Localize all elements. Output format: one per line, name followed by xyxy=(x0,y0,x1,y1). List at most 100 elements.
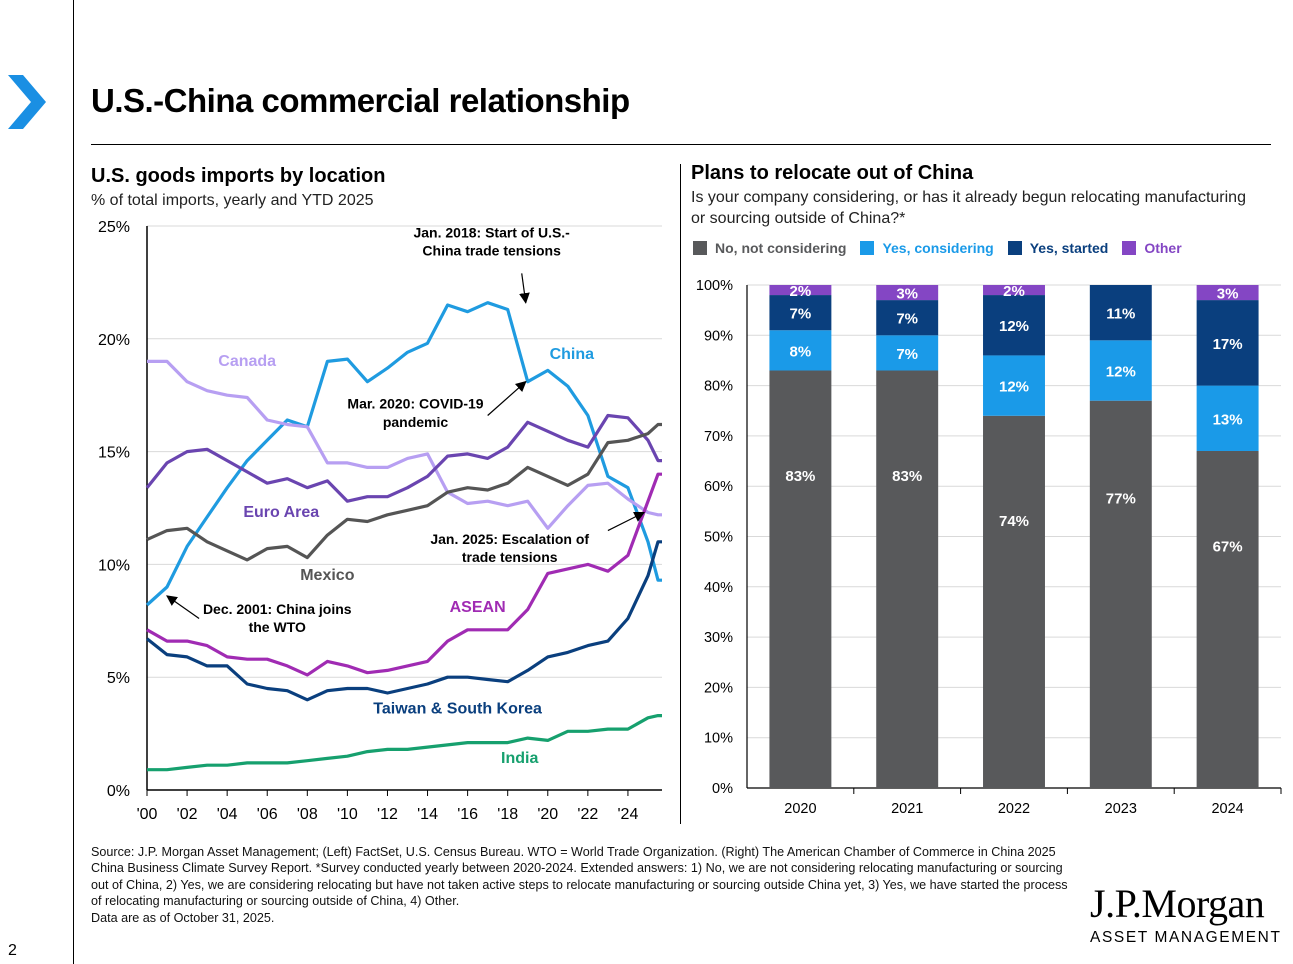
y-tick-label: 10% xyxy=(98,557,130,574)
y-tick-label: 80% xyxy=(704,379,733,395)
bar-segment xyxy=(983,285,1045,296)
data-label: 17% xyxy=(1213,336,1243,353)
page-number: 2 xyxy=(8,942,17,959)
bar-segment xyxy=(1089,285,1152,341)
x-tick-label: '24 xyxy=(618,806,639,823)
x-tick-label: '06 xyxy=(257,806,278,823)
logo-wordmark: J.P.Morgan xyxy=(1090,881,1265,926)
y-tick-label: 20% xyxy=(98,332,130,349)
y-tick-label: 90% xyxy=(704,328,733,344)
bar-segment xyxy=(876,335,939,371)
data-label: 83% xyxy=(892,468,922,485)
data-label: 83% xyxy=(785,468,815,485)
bar-segment xyxy=(1196,300,1259,386)
annotation-arrow xyxy=(166,595,200,620)
data-label: 67% xyxy=(1213,538,1243,555)
series-line xyxy=(147,359,662,530)
series-label: Euro Area xyxy=(243,504,319,521)
series-line xyxy=(145,301,662,607)
series-line xyxy=(145,413,662,503)
series-label: Canada xyxy=(218,353,276,370)
data-label: 2% xyxy=(1003,283,1025,300)
x-tick-label: '02 xyxy=(177,806,198,823)
x-tick-label: '18 xyxy=(497,806,518,823)
left-chart-title: U.S. goods imports by location xyxy=(91,165,386,187)
right-chart-subtitle: Is your company considering, or has it a… xyxy=(691,189,1246,227)
x-tick-label: 2024 xyxy=(1211,801,1243,817)
legend-label: Yes, started xyxy=(1029,240,1109,256)
x-tick-label: '08 xyxy=(297,806,318,823)
bar-segment xyxy=(769,295,832,331)
right-chart-title: Plans to relocate out of China xyxy=(691,162,974,184)
bar-segment xyxy=(1196,385,1259,451)
data-label: 77% xyxy=(1106,491,1136,508)
annotation-arrow xyxy=(607,511,646,532)
bar-segment xyxy=(769,285,832,296)
series-line xyxy=(146,540,662,702)
y-tick-label: 15% xyxy=(98,445,130,462)
y-tick-label: 0% xyxy=(107,783,130,800)
x-tick-label: 2020 xyxy=(784,801,816,817)
data-label: 8% xyxy=(790,343,812,360)
legend-label: No, not considering xyxy=(715,240,847,256)
data-label: 74% xyxy=(999,513,1029,530)
source-text: Source: J.P. Morgan Asset Management; (L… xyxy=(91,845,1068,909)
data-label: 7% xyxy=(790,306,812,323)
annotation-text: trade tensions xyxy=(462,549,558,565)
bar-segment xyxy=(1089,340,1152,401)
chart-divider xyxy=(680,164,681,824)
data-label: 11% xyxy=(1106,306,1135,323)
title-divider xyxy=(91,144,1271,145)
y-tick-label: 20% xyxy=(704,680,733,696)
annotation-arrow xyxy=(519,273,530,304)
source-note: Source: J.P. Morgan Asset Management; (L… xyxy=(91,844,1071,926)
logo-subtitle: ASSET MANAGEMENT xyxy=(1090,929,1282,946)
x-tick-label: '00 xyxy=(137,806,158,823)
bar-chart: 0% 10% 20% 30% 40% 50% 60% 70% 80% 90% 100% 2020 83%… xyxy=(696,278,1282,817)
annotation-arrow xyxy=(487,380,527,416)
legend-swatch xyxy=(693,241,707,255)
y-tick-label: 10% xyxy=(704,731,733,747)
bar-segment xyxy=(876,285,939,301)
data-label: 13% xyxy=(1213,411,1243,428)
y-tick-label: 5% xyxy=(107,670,130,687)
series-line xyxy=(146,422,662,562)
legend-item: Yes, started xyxy=(1007,240,1109,256)
x-tick-label: '12 xyxy=(377,806,398,823)
bar-segment xyxy=(983,355,1045,416)
legend-item: Yes, considering xyxy=(860,240,994,256)
bar-segment xyxy=(1196,450,1259,788)
legend-swatch xyxy=(860,241,875,255)
series-label: China xyxy=(550,346,595,363)
line-chart: 0% 5% 10% 15% 20% 25% '00 '02 '04 '06 '08 '10 '12 '14… xyxy=(98,219,662,823)
y-tick-label: 30% xyxy=(704,630,733,646)
y-tick-label: 40% xyxy=(704,580,733,596)
x-tick-label: 2022 xyxy=(998,801,1030,817)
bar-segment xyxy=(1196,285,1259,301)
bar-segment xyxy=(983,295,1045,356)
bar-segment xyxy=(769,330,832,371)
bar-segment xyxy=(876,300,939,336)
annotation-text: China trade tensions xyxy=(422,242,561,258)
annotation-text: Jan. 2025: Escalation of xyxy=(430,531,589,547)
data-label: 7% xyxy=(896,346,918,363)
y-tick-label: 25% xyxy=(98,219,130,236)
x-tick-label: '16 xyxy=(457,806,478,823)
chevron-right-icon xyxy=(8,75,46,129)
right-chart-legend: No, not considering Yes, considering Yes… xyxy=(693,240,1182,256)
data-label: 12% xyxy=(1106,364,1136,381)
series-line xyxy=(147,713,662,772)
data-label: 3% xyxy=(1217,286,1239,303)
y-tick-label: 60% xyxy=(704,479,733,495)
annotation-text: Jan. 2018: Start of U.S.- xyxy=(413,224,570,240)
data-label: 2% xyxy=(790,283,812,300)
bar-segment xyxy=(1089,400,1152,788)
data-label: 12% xyxy=(999,379,1029,396)
x-tick-label: 2023 xyxy=(1105,801,1137,817)
bar-segment xyxy=(876,370,939,788)
series-label: ASEAN xyxy=(450,599,506,616)
x-tick-label: '04 xyxy=(217,806,238,823)
jpmorgan-logo: J.P.Morgan ASSET MANAGEMENT xyxy=(1090,880,1282,947)
y-tick-label: 0% xyxy=(712,781,733,797)
legend-label: Other xyxy=(1144,240,1182,256)
